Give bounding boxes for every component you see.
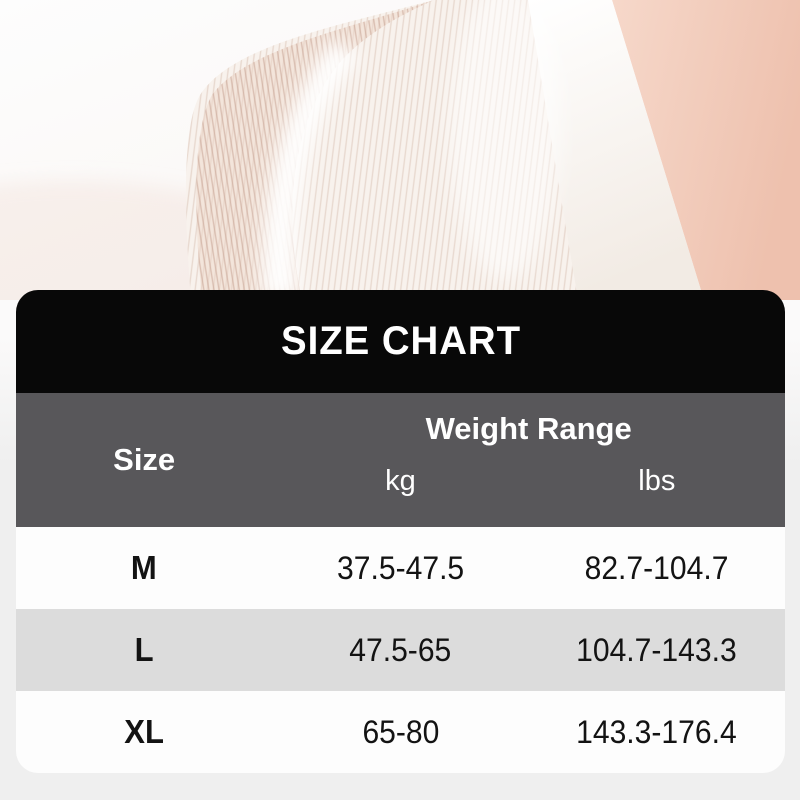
units-row: kg lbs bbox=[272, 465, 785, 527]
cell-size: L bbox=[134, 631, 154, 668]
cell-kg: 47.5-65 bbox=[349, 631, 452, 668]
cell-size: M bbox=[131, 549, 158, 586]
table-row-l: L 47.5-65 104.7-143.3 bbox=[16, 609, 785, 691]
size-chart-panel: SIZE CHART Size Weight Range kg lbs M 37… bbox=[16, 290, 785, 773]
cell-kg: 37.5-47.5 bbox=[336, 549, 465, 586]
size-chart-title: SIZE CHART bbox=[280, 319, 521, 363]
table-row-xl: XL 65-80 143.3-176.4 bbox=[16, 691, 785, 773]
sleeve-fold-ribs bbox=[196, 0, 434, 300]
table-header-row: Size Weight Range kg lbs bbox=[16, 393, 785, 527]
cell-lbs: 82.7-104.7 bbox=[584, 549, 729, 586]
knee-highlight bbox=[450, 0, 560, 280]
leg-skin-shape bbox=[612, 0, 800, 300]
sleeve-ridge-highlight bbox=[261, 40, 360, 300]
size-chart-header: SIZE CHART bbox=[16, 290, 785, 393]
cell-lbs: 143.3-176.4 bbox=[576, 713, 738, 750]
column-header-kg: kg bbox=[385, 465, 416, 497]
knee-sleeve-photo bbox=[0, 0, 800, 300]
column-group-weight-range: Weight Range kg lbs bbox=[272, 393, 785, 527]
column-header-lbs: lbs bbox=[638, 465, 676, 497]
weight-range-label: Weight Range bbox=[425, 411, 632, 446]
column-header-size: Size bbox=[113, 442, 176, 477]
table-row-m: M 37.5-47.5 82.7-104.7 bbox=[16, 527, 785, 609]
knee-sleeve-illustration bbox=[0, 0, 800, 300]
cell-size: XL bbox=[124, 713, 164, 750]
cell-kg: 65-80 bbox=[362, 713, 439, 750]
cell-lbs: 104.7-143.3 bbox=[576, 631, 738, 668]
sleeve-cuff-band bbox=[528, 0, 704, 300]
